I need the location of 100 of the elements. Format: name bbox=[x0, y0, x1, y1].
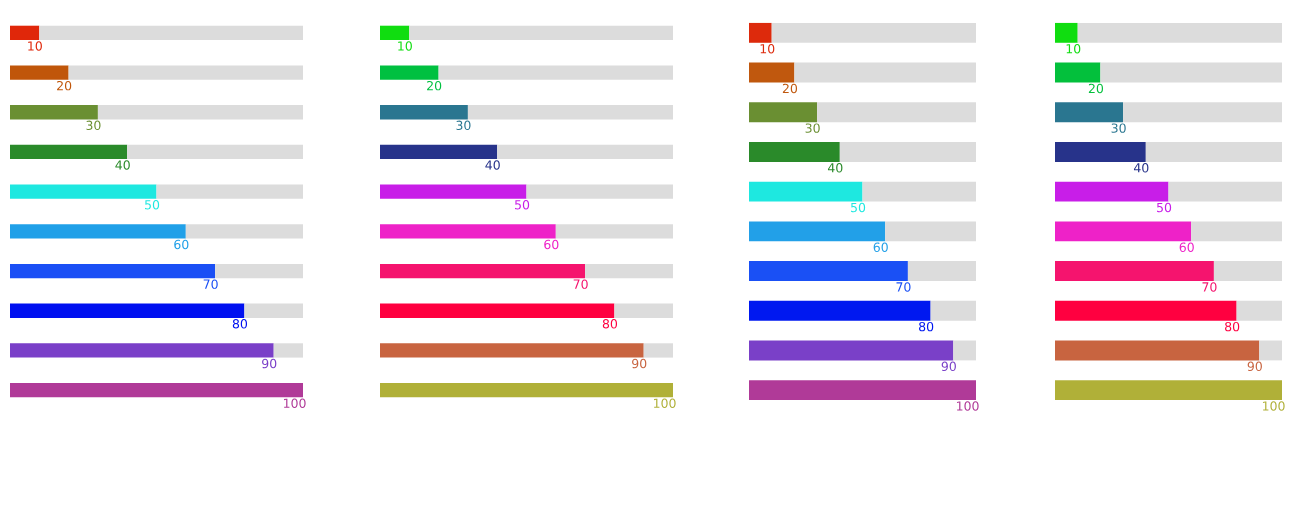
bar bbox=[273, 343, 303, 358]
data-label: 60 bbox=[873, 242, 888, 252]
bar bbox=[1100, 62, 1282, 83]
data-label: 90 bbox=[941, 361, 956, 372]
data-label: 10 bbox=[760, 44, 775, 54]
data-label: 80 bbox=[602, 319, 618, 329]
data-label: 40 bbox=[827, 163, 843, 173]
bar bbox=[380, 25, 410, 40]
bar bbox=[771, 22, 976, 43]
data-label: 60 bbox=[544, 239, 559, 250]
bar bbox=[749, 62, 795, 83]
data-label: 20 bbox=[427, 80, 442, 91]
bar bbox=[1055, 102, 1124, 123]
data-label: 20 bbox=[57, 80, 72, 91]
bar bbox=[409, 25, 673, 40]
bar bbox=[555, 224, 673, 239]
bar bbox=[794, 62, 976, 83]
bar bbox=[1123, 102, 1282, 123]
bar bbox=[749, 221, 886, 242]
data-label: 50 bbox=[851, 202, 866, 213]
bar bbox=[817, 102, 976, 123]
bar bbox=[215, 263, 303, 279]
bar bbox=[749, 22, 772, 43]
bar bbox=[1055, 221, 1192, 242]
bar bbox=[585, 263, 673, 279]
bar bbox=[643, 343, 673, 358]
bar bbox=[749, 380, 976, 401]
data-label: 40 bbox=[115, 160, 130, 170]
bar bbox=[1055, 300, 1237, 321]
bar bbox=[97, 105, 303, 120]
bar bbox=[1055, 142, 1146, 162]
data-label: 100 bbox=[653, 398, 676, 408]
data-label: 90 bbox=[1247, 361, 1262, 372]
bar bbox=[10, 184, 157, 199]
bar bbox=[953, 340, 976, 361]
bar bbox=[244, 303, 303, 318]
bar bbox=[380, 303, 615, 318]
bar bbox=[10, 343, 274, 358]
bar bbox=[1055, 340, 1260, 361]
data-label: 50 bbox=[145, 200, 160, 210]
bar bbox=[467, 105, 673, 120]
bar bbox=[1191, 221, 1282, 242]
data-label: 50 bbox=[1157, 202, 1172, 213]
bar bbox=[1077, 22, 1282, 43]
bar bbox=[1145, 142, 1282, 162]
data-label: 70 bbox=[896, 282, 911, 292]
data-label: 40 bbox=[485, 160, 500, 170]
data-label: 20 bbox=[782, 83, 798, 94]
data-label: 30 bbox=[805, 123, 820, 133]
bar bbox=[438, 65, 673, 80]
bar bbox=[380, 383, 673, 398]
bar bbox=[10, 144, 128, 160]
bar bbox=[1236, 300, 1282, 321]
bar bbox=[1259, 340, 1282, 361]
data-label: 70 bbox=[573, 279, 588, 289]
bar bbox=[1055, 181, 1169, 202]
bar bbox=[526, 184, 673, 199]
bar bbox=[749, 300, 931, 321]
bar bbox=[614, 303, 673, 318]
data-label: 100 bbox=[956, 401, 979, 411]
data-label: 30 bbox=[86, 120, 101, 131]
data-label: 30 bbox=[1111, 123, 1126, 133]
data-label: 40 bbox=[1133, 163, 1149, 173]
data-label: 10 bbox=[1066, 44, 1081, 54]
bar bbox=[10, 303, 245, 318]
bar bbox=[380, 105, 468, 120]
data-label: 90 bbox=[632, 358, 647, 369]
data-label: 80 bbox=[232, 319, 248, 329]
data-label: 100 bbox=[1262, 401, 1285, 411]
bar bbox=[10, 65, 69, 80]
data-label: 60 bbox=[1179, 242, 1194, 252]
data-label: 70 bbox=[203, 279, 218, 289]
bar bbox=[380, 184, 527, 199]
data-label: 80 bbox=[1225, 321, 1240, 332]
bar bbox=[10, 105, 98, 120]
bar bbox=[749, 142, 840, 162]
bar bbox=[10, 25, 40, 40]
bar bbox=[749, 181, 863, 202]
data-label: 60 bbox=[174, 239, 189, 250]
bar bbox=[1055, 261, 1214, 281]
data-label: 100 bbox=[283, 398, 306, 408]
bar bbox=[839, 142, 976, 162]
data-label: 80 bbox=[919, 321, 934, 332]
bar bbox=[749, 261, 908, 281]
bar bbox=[127, 144, 303, 160]
bar bbox=[1055, 380, 1282, 401]
bar bbox=[10, 263, 216, 279]
bar bbox=[862, 181, 976, 202]
data-label: 20 bbox=[1088, 83, 1104, 94]
data-label: 90 bbox=[262, 358, 277, 369]
bar bbox=[380, 343, 644, 358]
data-label: 30 bbox=[456, 120, 471, 131]
bar bbox=[749, 340, 954, 361]
bar bbox=[907, 261, 976, 281]
bar bbox=[10, 224, 186, 239]
bar bbox=[380, 263, 586, 279]
bar bbox=[930, 300, 976, 321]
data-label: 50 bbox=[515, 200, 530, 210]
bar bbox=[749, 102, 818, 123]
bar bbox=[1213, 261, 1282, 281]
